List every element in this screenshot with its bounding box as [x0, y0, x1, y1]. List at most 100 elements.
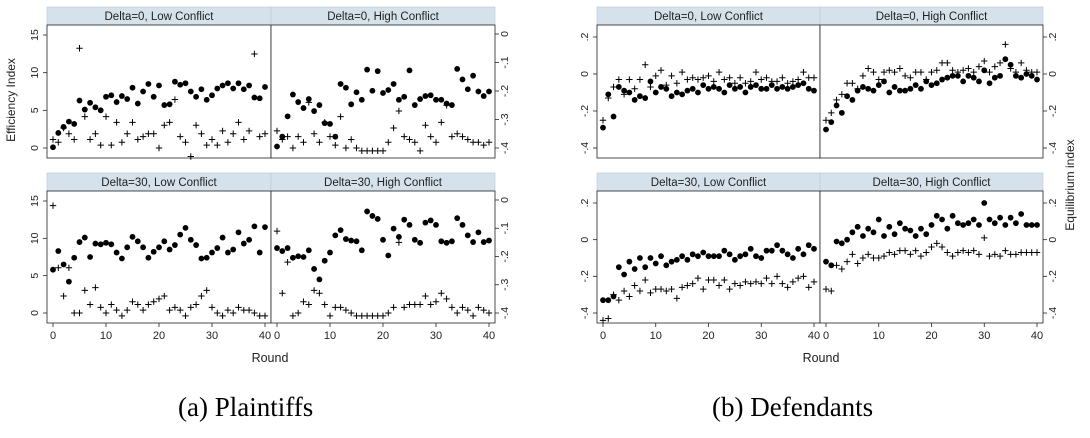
data-point-plus: [118, 139, 126, 146]
data-point-dot: [960, 222, 967, 228]
data-point-dot: [695, 253, 701, 260]
data-point-plus: [917, 252, 925, 260]
y-tick-label-right: 0: [1047, 237, 1059, 243]
data-point-plus: [991, 63, 998, 70]
data-point-dot: [374, 216, 381, 222]
data-point-dot: [960, 78, 967, 85]
data-point-plus: [385, 139, 392, 146]
data-point-plus: [763, 274, 770, 282]
data-point-dot: [621, 271, 627, 278]
data-point-dot: [108, 241, 115, 248]
data-point-dot: [284, 245, 291, 251]
data-point-plus: [631, 85, 638, 92]
data-point-dot: [337, 227, 344, 234]
data-point-plus: [273, 127, 281, 135]
y-tick-label-right: -.4: [499, 307, 511, 319]
data-point-dot: [327, 249, 333, 256]
data-point-dot: [161, 102, 168, 108]
data-point-dot: [774, 242, 780, 249]
data-point-plus: [326, 133, 334, 140]
data-point-plus: [295, 133, 302, 140]
panel-b3: Delta=30, High Conflict: [819, 172, 1044, 324]
data-point-plus: [773, 273, 781, 280]
data-point-plus: [833, 96, 840, 104]
data-point-dot: [679, 91, 686, 98]
panel-title: Delta=30, High Conflict: [873, 177, 992, 189]
data-point-dot: [1034, 222, 1040, 228]
data-point-plus: [129, 298, 136, 305]
data-point-dot: [833, 102, 840, 109]
panel-a1: Delta=0, High Conflict: [270, 6, 496, 159]
data-point-dot: [124, 244, 131, 251]
data-point-dot: [295, 99, 302, 105]
data-point-dot: [849, 97, 856, 103]
data-point-dot: [172, 78, 178, 85]
data-point-plus: [198, 130, 205, 137]
data-point-plus: [620, 91, 628, 98]
caption-plaintiffs: (a) Plaintiffs: [178, 392, 314, 422]
data-point-dot: [406, 221, 413, 228]
data-point-dot: [1013, 220, 1019, 227]
data-point-plus: [794, 274, 802, 282]
data-point-dot: [1023, 71, 1030, 77]
y-tick-label-right: -.3: [499, 278, 511, 290]
data-point-dot: [374, 68, 381, 75]
data-point-dot: [240, 86, 247, 93]
data-point-plus: [636, 76, 644, 83]
panel-title: Delta=30, Low Conflict: [101, 177, 217, 189]
data-point-plus: [928, 243, 935, 251]
data-point-dot: [875, 82, 882, 88]
data-point-dot: [663, 262, 670, 269]
data-point-dot: [353, 89, 360, 96]
data-point-dot: [209, 92, 215, 99]
data-point-dot: [348, 237, 355, 244]
data-point-dot: [838, 109, 845, 116]
data-point-dot: [721, 247, 728, 254]
data-point-dot: [1018, 74, 1025, 81]
data-point-dot: [332, 232, 339, 239]
data-point-plus: [784, 80, 791, 87]
data-point-dot: [902, 225, 909, 232]
x-tick-label: 10: [324, 330, 336, 342]
data-point-plus: [986, 68, 993, 76]
data-point-plus: [822, 285, 830, 293]
data-point-dot: [256, 249, 263, 256]
data-point-dot: [747, 84, 754, 90]
data-point-plus: [684, 282, 691, 289]
data-point-dot: [891, 231, 898, 238]
data-point-plus: [800, 273, 807, 280]
data-point-plus: [880, 252, 888, 260]
data-point-plus: [721, 76, 728, 83]
data-point-dot: [621, 87, 627, 94]
data-point-dot: [902, 87, 909, 94]
data-point-dot: [944, 74, 951, 81]
data-point-plus: [742, 278, 749, 286]
data-point-dot: [305, 247, 312, 254]
data-point-plus: [891, 251, 898, 258]
y-tick-label-left: -.4: [579, 142, 591, 154]
data-point-plus: [480, 141, 487, 149]
data-point-dot: [417, 96, 423, 102]
data-point-plus: [684, 76, 691, 83]
data-point-dot: [203, 254, 210, 261]
data-point-dot: [464, 232, 471, 239]
data-point-dot: [81, 106, 88, 113]
y-tick-label-right: -.2: [499, 85, 511, 97]
data-point-dot: [844, 93, 850, 100]
data-point-plus: [203, 287, 210, 294]
data-point-plus: [485, 139, 493, 146]
data-point-plus: [1012, 251, 1020, 258]
data-point-plus: [422, 122, 429, 129]
data-point-dot: [311, 266, 317, 272]
y-tick-label-right: -.4: [1047, 307, 1059, 319]
data-point-dot: [986, 80, 993, 87]
data-point-dot: [673, 89, 680, 96]
y-tick-label-left: .2: [579, 198, 591, 207]
data-point-dot: [230, 246, 237, 253]
data-point-dot: [768, 247, 775, 254]
data-point-plus: [379, 312, 387, 320]
data-point-dot: [700, 249, 707, 256]
data-point-plus: [673, 295, 681, 302]
data-point-dot: [225, 249, 231, 256]
data-point-plus: [124, 306, 131, 314]
